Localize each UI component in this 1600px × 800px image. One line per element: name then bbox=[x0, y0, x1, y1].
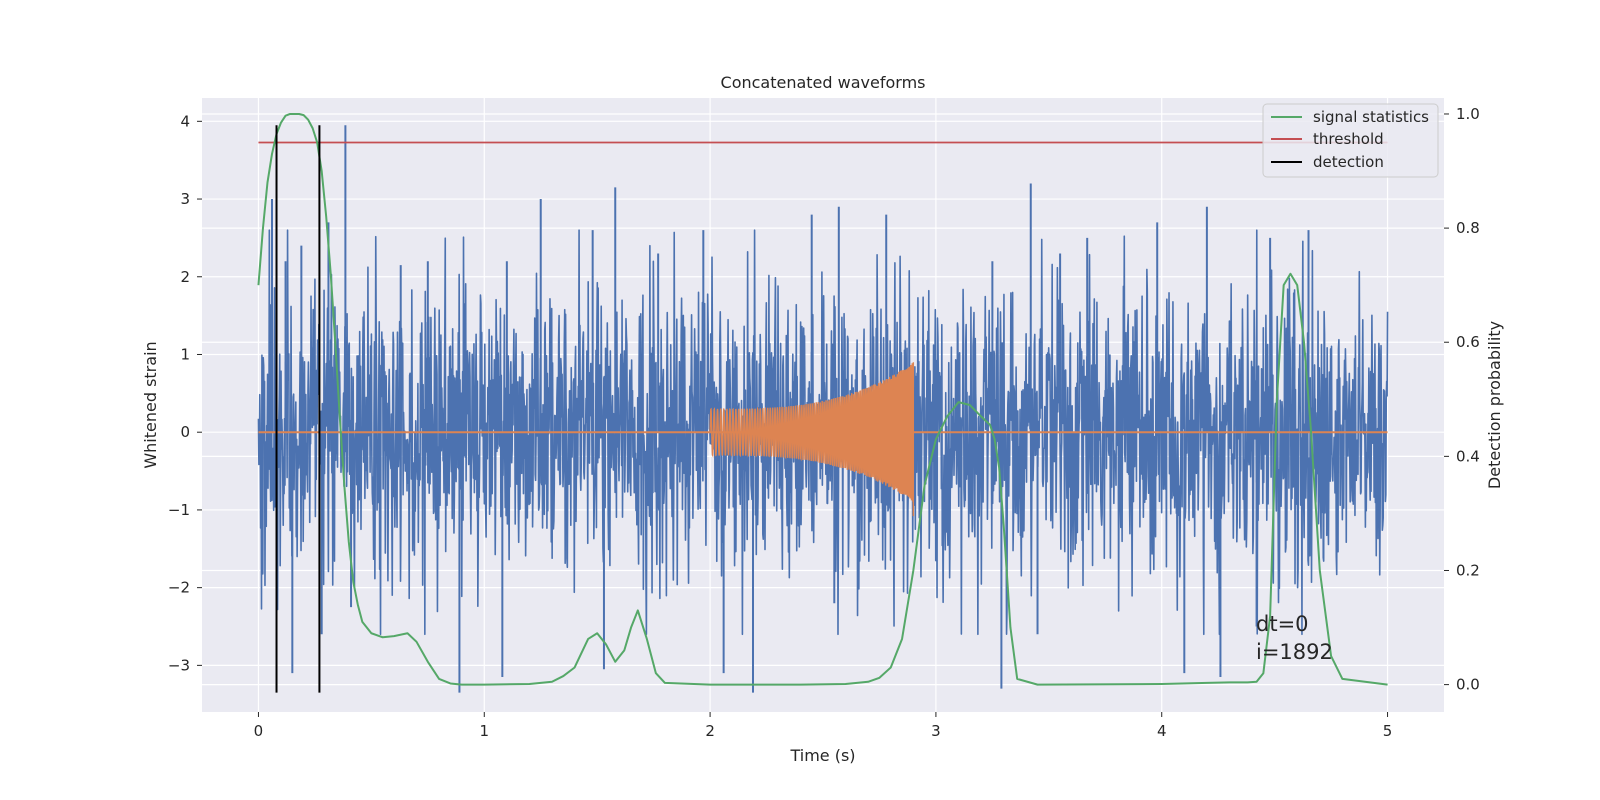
x-tick-label: 3 bbox=[931, 722, 941, 740]
y-right-tick-label: 1.0 bbox=[1456, 105, 1480, 123]
y-tick-label: 2 bbox=[180, 268, 190, 286]
x-ticks: 0 1 2 3 4 5 bbox=[254, 712, 1393, 740]
x-axis-label: Time (s) bbox=[789, 746, 855, 765]
signal-statistics-line bbox=[257, 112, 1388, 686]
annotation-dt: dt=0 bbox=[1256, 612, 1309, 636]
y-right-tick-label: 0.8 bbox=[1456, 219, 1480, 237]
y-right-tick-label: 0.6 bbox=[1456, 333, 1480, 351]
x-tick-label: 5 bbox=[1383, 722, 1393, 740]
x-tick-label: 0 bbox=[254, 722, 264, 740]
left-ticks: −3 −2 −1 0 1 2 3 4 bbox=[168, 112, 202, 674]
y-tick-label: −2 bbox=[168, 579, 190, 597]
y-right-tick-label: 0.4 bbox=[1456, 447, 1480, 465]
y-axis-label-right: Detection probability bbox=[1485, 321, 1504, 489]
x-tick-label: 1 bbox=[479, 722, 489, 740]
y-tick-label: −1 bbox=[168, 501, 190, 519]
y-tick-label: 0 bbox=[180, 423, 190, 441]
legend-box bbox=[1262, 103, 1439, 178]
injected-chirp bbox=[709, 362, 915, 517]
annotation-index: i=1892 bbox=[1256, 640, 1333, 664]
legend-label-signal-statistics: signal statistics bbox=[1313, 108, 1429, 126]
legend: signal statistics threshold detection bbox=[1262, 103, 1439, 178]
chart-title: Concatenated waveforms bbox=[721, 73, 926, 92]
y-tick-label: 3 bbox=[180, 190, 190, 208]
x-tick-label: 4 bbox=[1157, 722, 1167, 740]
right-ticks: 0.0 0.2 0.4 0.6 0.8 1.0 bbox=[1444, 105, 1480, 694]
y-tick-label: −3 bbox=[168, 656, 190, 674]
y-right-tick-label: 0.2 bbox=[1456, 561, 1480, 579]
y-tick-label: 1 bbox=[180, 345, 190, 363]
y-axis-label: Whitened strain bbox=[141, 341, 160, 468]
y-right-tick-label: 0.0 bbox=[1456, 676, 1480, 694]
legend-label-detection: detection bbox=[1313, 153, 1384, 171]
legend-label-threshold: threshold bbox=[1313, 130, 1384, 148]
data-layer bbox=[257, 112, 1389, 693]
x-tick-label: 2 bbox=[705, 722, 715, 740]
y-tick-label: 4 bbox=[180, 112, 190, 130]
